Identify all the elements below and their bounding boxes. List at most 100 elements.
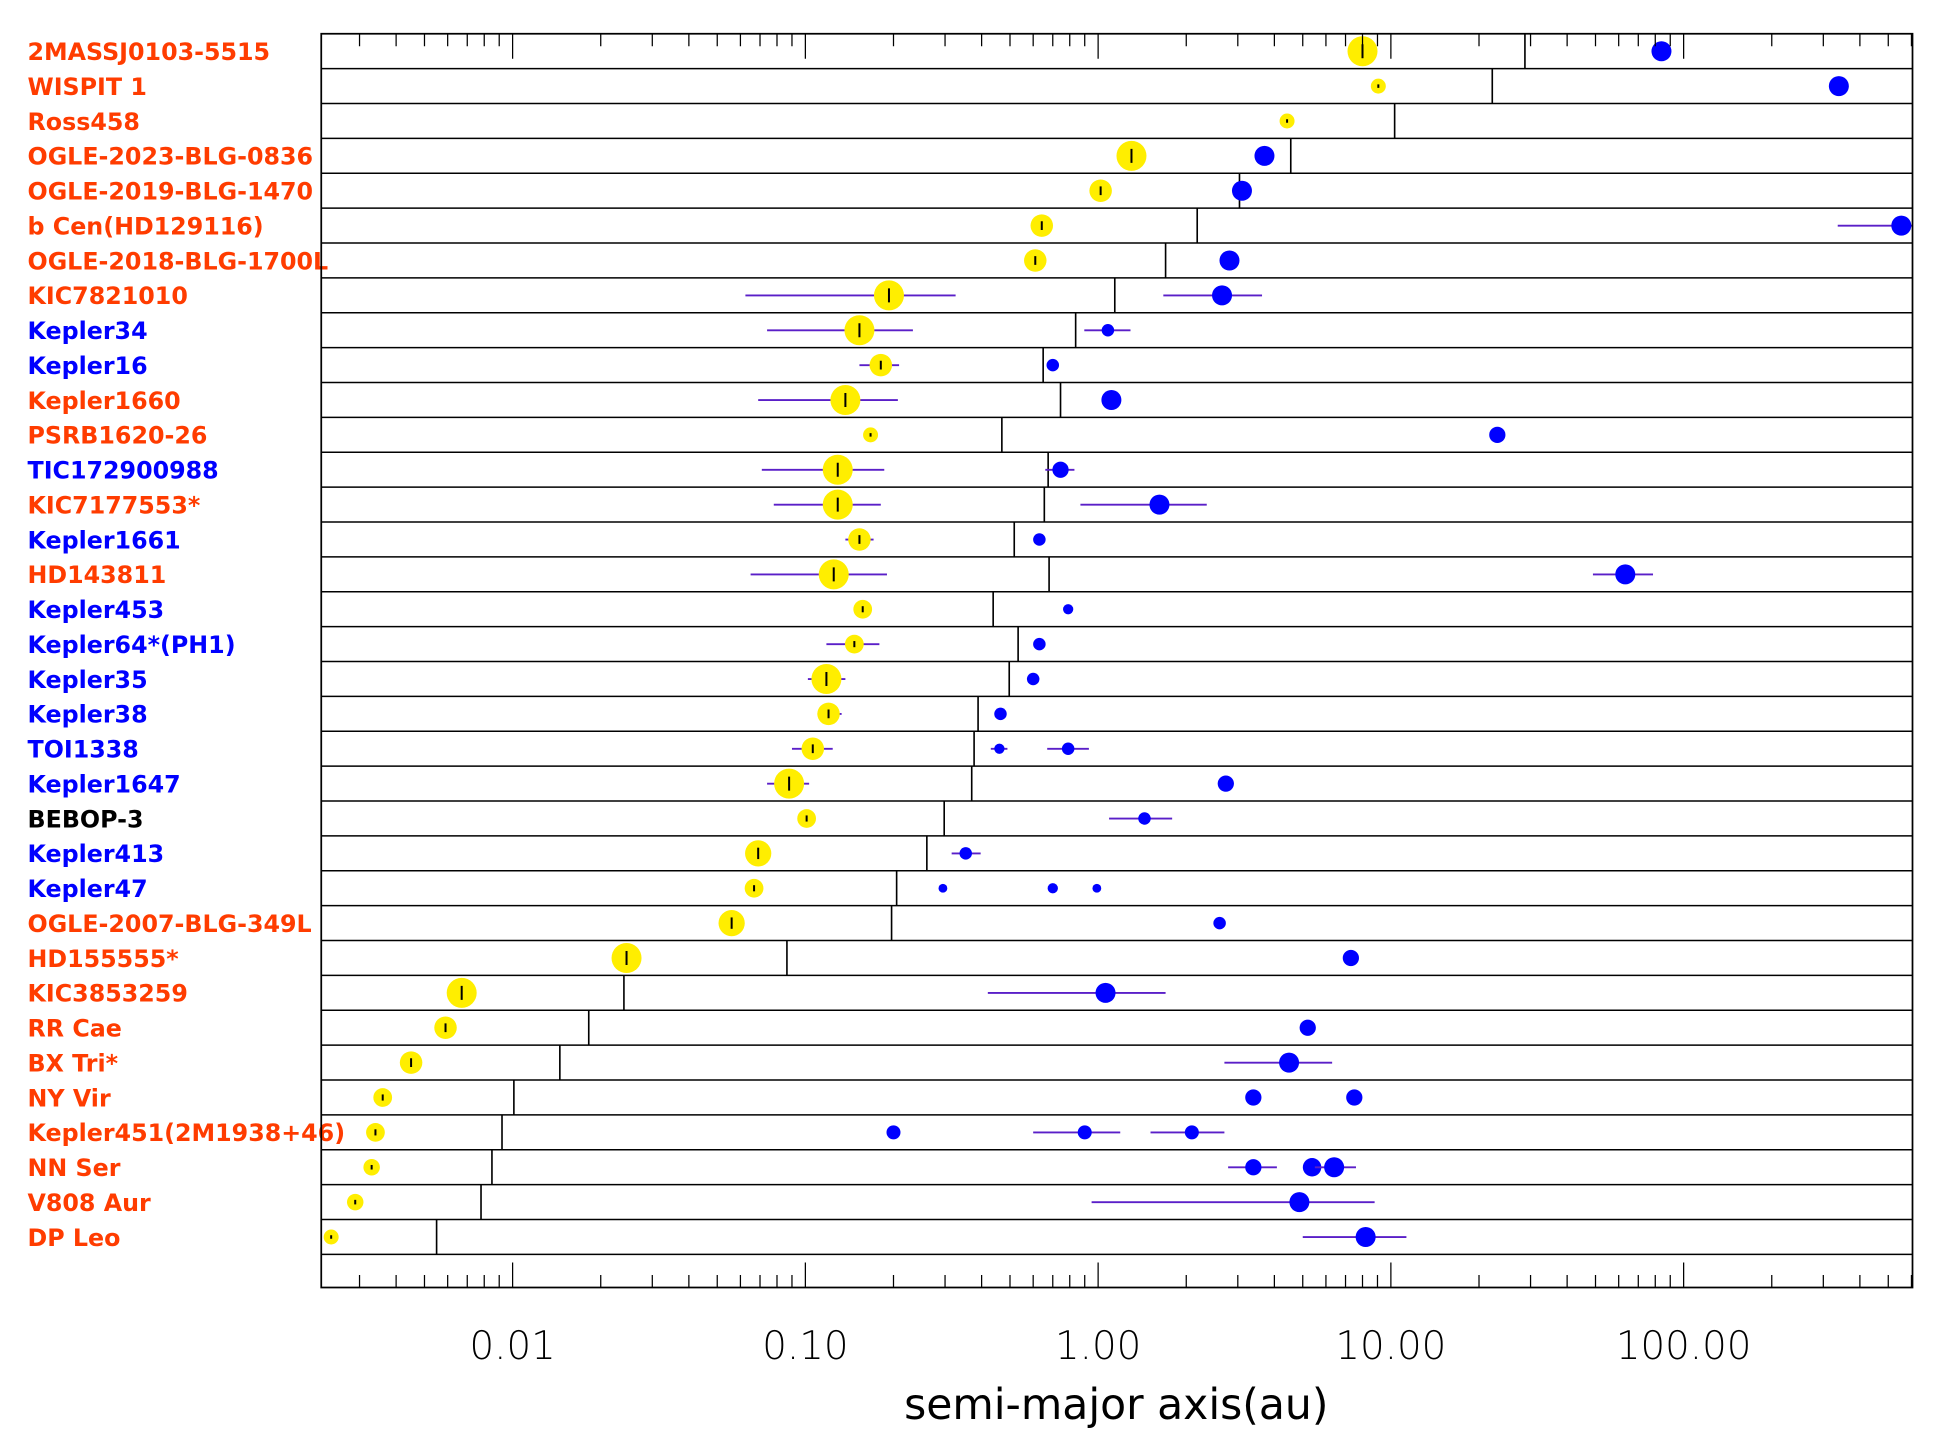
system-label: Kepler34 (28, 317, 148, 345)
system-label: NY Vir (28, 1084, 111, 1112)
planet-marker (1651, 41, 1672, 62)
planet-marker (1101, 324, 1115, 337)
system-row: OGLE-2007-BLG-349L (28, 904, 1913, 941)
planet-marker (1891, 215, 1912, 236)
system-label: OGLE-2007-BLG-349L (28, 910, 312, 938)
planet-marker (1324, 1157, 1345, 1178)
planet-marker (1047, 883, 1058, 894)
system-row: Kepler35 (28, 660, 1913, 697)
system-label: DP Leo (28, 1224, 121, 1252)
system-row: NY Vir (28, 1079, 1913, 1115)
system-row: 2MASSJ0103-5515 (28, 33, 1672, 69)
planet-marker (1077, 1125, 1092, 1140)
system-label: b Cen(HD129116) (28, 212, 264, 240)
planet-marker (1342, 949, 1359, 967)
system-label: Ross458 (28, 108, 140, 136)
system-row: TOI1338 (28, 730, 1913, 767)
planet-marker (1217, 775, 1234, 792)
x-tick-label: 0.01 (469, 1324, 555, 1369)
system-label: RR Cae (28, 1015, 122, 1043)
system-label: Kepler38 (28, 701, 148, 729)
system-row: WISPIT 1 (28, 67, 1913, 104)
system-row: KIC3853259 (28, 974, 1913, 1011)
system-row: DP Leo (28, 1218, 1913, 1256)
system-label: Kepler47 (28, 875, 148, 903)
system-label: V808 Aur (28, 1189, 152, 1217)
planet-marker (1302, 1158, 1322, 1177)
x-axis-label: semi-major axis(au) (904, 1381, 1328, 1430)
planet-marker (1254, 145, 1275, 166)
planet-marker (1213, 916, 1226, 930)
system-label: Kepler35 (28, 666, 148, 694)
system-label: TIC172900988 (28, 457, 219, 485)
system-row: PSRB1620-26 (28, 416, 1913, 453)
planet-marker (1355, 1227, 1376, 1247)
system-label: BEBOP-3 (28, 805, 144, 833)
planet-marker (1299, 1019, 1316, 1036)
planet-marker (938, 883, 948, 893)
planet-marker (1149, 494, 1170, 515)
planet-marker (1212, 285, 1233, 306)
system-label: OGLE-2018-BLG-1700L (28, 247, 329, 275)
x-tick-label: 0.10 (762, 1324, 848, 1369)
system-label: KIC7177553* (28, 491, 201, 519)
system-label: Kepler16 (28, 352, 148, 380)
system-label: Kepler453 (28, 596, 165, 624)
system-label: Kepler451(2M1938+46) (28, 1119, 346, 1147)
system-label: TOI1338 (28, 736, 139, 764)
system-row: HD143811 (28, 556, 1913, 592)
system-row: Kepler64*(PH1) (28, 625, 1913, 662)
system-row: OGLE-2019-BLG-1470 (28, 172, 1913, 209)
system-label: 2MASSJ0103-5515 (28, 38, 271, 66)
system-row: KIC7177553* (28, 486, 1913, 523)
system-row: Kepler451(2M1938+46) (28, 1114, 1913, 1150)
x-tick-label: 1.00 (1055, 1324, 1141, 1369)
planet-marker (1219, 250, 1240, 271)
planet-marker (1245, 1159, 1262, 1176)
system-row: RR Cae (28, 1009, 1913, 1046)
system-label: Kepler64*(PH1) (28, 631, 236, 659)
system-label: Kepler413 (28, 840, 165, 868)
planet-marker (994, 707, 1007, 721)
planet-marker (1033, 533, 1046, 546)
system-row: KIC7821010 (28, 277, 1913, 313)
system-row: b Cen(HD129116) (28, 207, 1913, 243)
planet-marker (1095, 982, 1116, 1003)
system-row: OGLE-2023-BLG-0836 (28, 137, 1913, 174)
system-row: Kepler1661 (28, 521, 1913, 557)
system-row: HD155555* (28, 939, 1913, 976)
system-row: Kepler1660 (28, 381, 1913, 418)
x-tick-label: 10.00 (1335, 1324, 1446, 1369)
planet-marker (959, 847, 972, 860)
system-row: BX Tri* (28, 1044, 1913, 1080)
planet-marker (1615, 564, 1636, 585)
system-row: Kepler16 (28, 346, 1913, 383)
system-label: HD155555* (28, 945, 179, 973)
system-label: Kepler1661 (28, 526, 181, 554)
planet-marker (1046, 358, 1060, 372)
planet-marker (1279, 1052, 1300, 1073)
system-label: BX Tri* (28, 1049, 119, 1077)
system-row: Kepler413 (28, 835, 1913, 871)
planet-marker (1184, 1125, 1199, 1140)
system-row: Kepler453 (28, 590, 1913, 627)
planet-marker (1489, 426, 1506, 443)
system-label: KIC7821010 (28, 282, 188, 310)
system-label: OGLE-2019-BLG-1470 (28, 178, 314, 206)
planet-marker (1828, 76, 1849, 97)
planet-marker (994, 743, 1005, 754)
system-row: V808 Aur (28, 1183, 1913, 1220)
system-row: Kepler47 (28, 869, 1913, 906)
system-label: HD143811 (28, 561, 167, 589)
plot-frame (320, 32, 1914, 1289)
system-row: TIC172900988 (28, 451, 1913, 488)
planet-marker (886, 1125, 901, 1140)
system-row: Kepler34 (28, 311, 1913, 348)
planet-marker (1052, 461, 1069, 478)
system-row: BEBOP-3 (28, 800, 1913, 836)
system-label: OGLE-2023-BLG-0836 (28, 143, 314, 171)
system-label: PSRB1620-26 (28, 422, 208, 450)
system-label: WISPIT 1 (28, 73, 147, 101)
system-row: Kepler1647 (28, 765, 1913, 801)
system-label: NN Ser (28, 1154, 121, 1182)
